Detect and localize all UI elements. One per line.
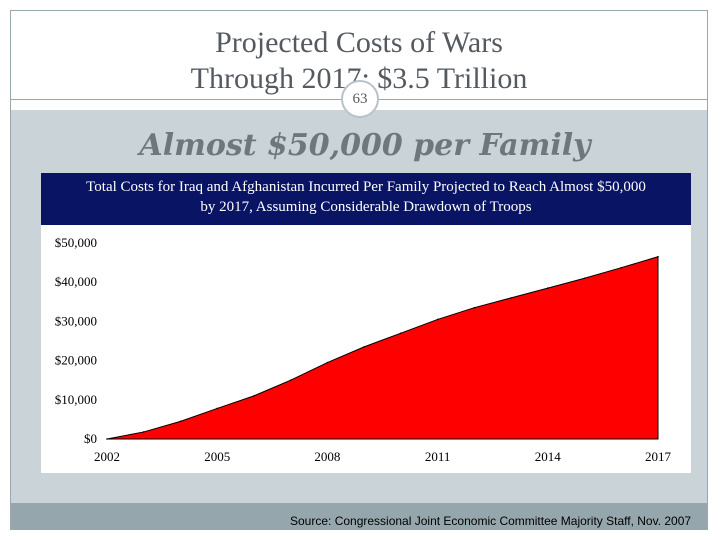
data-point-2005 — [216, 407, 218, 410]
chart-title-line-1: Total Costs for Iraq and Afghanistan Inc… — [86, 179, 646, 195]
data-point-2004 — [179, 420, 182, 423]
x-tick-label: 2008 — [314, 449, 340, 464]
x-tick-label: 2017 — [645, 449, 672, 464]
data-point-2010 — [400, 332, 402, 334]
y-tick-label: $10,000 — [55, 392, 97, 407]
chart-container: Total Costs for Iraq and Afghanistan Inc… — [41, 173, 691, 473]
data-point-2016 — [620, 266, 623, 269]
x-tick-label: 2011 — [425, 449, 451, 464]
slide-number-badge: 63 — [341, 80, 379, 118]
data-point-2013 — [510, 297, 512, 299]
x-tick-label: 2005 — [204, 449, 230, 464]
data-point-2008 — [326, 361, 329, 364]
area-chart: $0 $10,000 $20,000 $30,000 $40,000 $50,000 200… — [55, 235, 672, 464]
y-tick-label: $20,000 — [55, 353, 97, 368]
data-point-2014 — [547, 287, 549, 289]
data-point-2002 — [106, 438, 108, 440]
data-point-2012 — [473, 306, 476, 309]
data-point-2003 — [142, 431, 145, 433]
slide-footer-bar — [11, 503, 707, 529]
slide-title: Projected Costs of Wars Through 2017: $3… — [11, 25, 707, 97]
y-tick-label: $50,000 — [55, 235, 97, 250]
data-point-2011 — [436, 318, 439, 321]
data-point-2009 — [363, 346, 365, 348]
chart-title-line-2: by 2017, Assuming Considerable Drawdown … — [200, 199, 532, 215]
data-point-2017 — [657, 255, 659, 258]
source-citation: Source: Congressional Joint Economic Com… — [290, 514, 692, 528]
chart-title: Total Costs for Iraq and Afghanistan Inc… — [41, 173, 691, 225]
slide-subtitle: Almost $50,000 per Family — [139, 128, 591, 163]
data-point-2006 — [253, 395, 255, 397]
y-tick-label: $30,000 — [55, 313, 97, 328]
data-point-2015 — [583, 277, 586, 280]
slide-frame — [10, 10, 708, 530]
x-tick-label: 2002 — [94, 449, 120, 464]
area-series — [106, 256, 659, 440]
slide-title-line-1: Projected Costs of Wars — [215, 26, 503, 59]
y-tick-label: $0 — [84, 431, 97, 446]
y-tick-label: $40,000 — [55, 274, 97, 289]
data-point-2007 — [289, 379, 292, 381]
x-tick-label: 2014 — [535, 449, 562, 464]
